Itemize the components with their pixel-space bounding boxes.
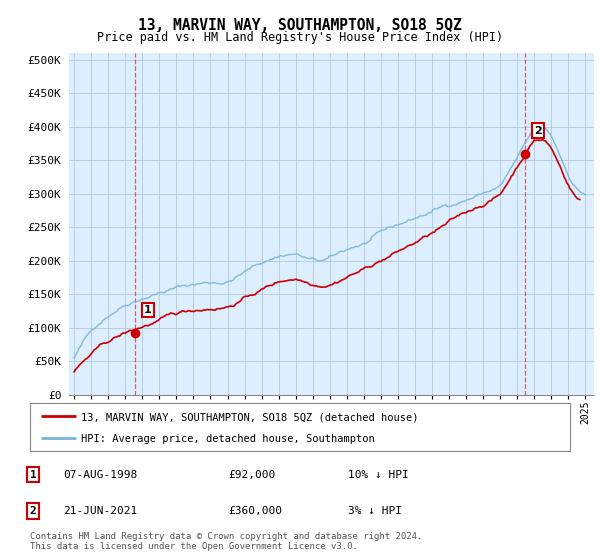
Text: 1: 1 bbox=[29, 470, 37, 479]
Text: 10% ↓ HPI: 10% ↓ HPI bbox=[348, 470, 409, 479]
Text: 13, MARVIN WAY, SOUTHAMPTON, SO18 5QZ: 13, MARVIN WAY, SOUTHAMPTON, SO18 5QZ bbox=[138, 18, 462, 33]
Text: £92,000: £92,000 bbox=[228, 470, 275, 479]
Text: HPI: Average price, detached house, Southampton: HPI: Average price, detached house, Sout… bbox=[82, 434, 375, 444]
Text: 1: 1 bbox=[144, 305, 152, 315]
Text: 21-JUN-2021: 21-JUN-2021 bbox=[63, 506, 137, 516]
Text: Contains HM Land Registry data © Crown copyright and database right 2024.
This d: Contains HM Land Registry data © Crown c… bbox=[30, 532, 422, 552]
Text: 2: 2 bbox=[534, 125, 542, 136]
Text: 07-AUG-1998: 07-AUG-1998 bbox=[63, 470, 137, 479]
Text: 2: 2 bbox=[29, 506, 37, 516]
Text: 3% ↓ HPI: 3% ↓ HPI bbox=[348, 506, 402, 516]
Text: 13, MARVIN WAY, SOUTHAMPTON, SO18 5QZ (detached house): 13, MARVIN WAY, SOUTHAMPTON, SO18 5QZ (d… bbox=[82, 412, 419, 422]
Text: £360,000: £360,000 bbox=[228, 506, 282, 516]
Text: Price paid vs. HM Land Registry's House Price Index (HPI): Price paid vs. HM Land Registry's House … bbox=[97, 31, 503, 44]
